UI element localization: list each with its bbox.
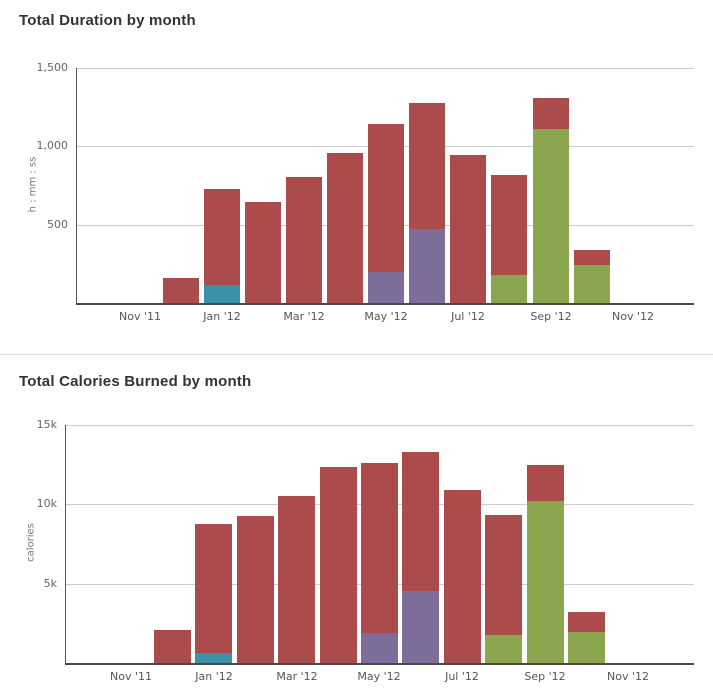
bar-segment-red-feb-12[interactable] <box>237 516 274 663</box>
gridline-15k <box>65 425 694 426</box>
y-axis-tick-label: 1,000 <box>36 139 69 152</box>
bar-segment-red-jan-12[interactable] <box>195 524 232 653</box>
x-axis-tick-label: Nov '11 <box>119 310 161 323</box>
bar-segment-purple-jun-12[interactable] <box>409 229 445 303</box>
bar-segment-red-oct-12[interactable] <box>568 612 605 632</box>
bar-segment-red-dec-11[interactable] <box>154 630 191 663</box>
y-axis-tick-label: 15k <box>36 418 57 431</box>
x-axis-line <box>65 663 694 665</box>
bar-segment-red-feb-12[interactable] <box>245 202 281 303</box>
y-axis-tick-label: 10k <box>36 497 57 510</box>
bar-segment-green-sep-12[interactable] <box>533 129 569 303</box>
bar-segment-red-jul-12[interactable] <box>450 155 486 303</box>
x-axis-tick-label: Jul '12 <box>451 310 485 323</box>
bar-segment-red-aug-12[interactable] <box>485 515 522 635</box>
bar-segment-red-sep-12[interactable] <box>533 98 569 129</box>
bar-segment-red-may-12[interactable] <box>361 463 398 633</box>
bar-segment-purple-jun-12[interactable] <box>402 591 439 663</box>
bar-segment-red-may-12[interactable] <box>368 124 404 272</box>
bar-segment-red-aug-12[interactable] <box>491 175 527 275</box>
x-axis-tick-label: Sep '12 <box>524 670 566 683</box>
x-axis-line <box>76 303 694 305</box>
gridline-1500 <box>76 68 694 69</box>
duration-chart-title: Total Duration by month <box>19 12 196 29</box>
bar-segment-red-apr-12[interactable] <box>320 467 357 663</box>
bar-segment-teal-jan-12[interactable] <box>204 285 240 303</box>
x-axis-tick-label: Sep '12 <box>530 310 572 323</box>
x-axis-tick-label: May '12 <box>364 310 408 323</box>
bar-segment-red-dec-11[interactable] <box>163 278 199 303</box>
bar-segment-green-oct-12[interactable] <box>574 265 610 303</box>
y-axis-line <box>76 68 77 303</box>
bar-segment-red-mar-12[interactable] <box>278 496 315 663</box>
calories-chart-title: Total Calories Burned by month <box>19 373 252 390</box>
bar-segment-green-oct-12[interactable] <box>568 632 605 663</box>
y-axis-tick-label: 500 <box>47 218 68 231</box>
x-axis-tick-label: May '12 <box>357 670 401 683</box>
bar-segment-green-aug-12[interactable] <box>485 635 522 663</box>
bar-segment-red-oct-12[interactable] <box>574 250 610 265</box>
bar-segment-teal-jan-12[interactable] <box>195 653 232 663</box>
bar-segment-red-jun-12[interactable] <box>402 452 439 591</box>
bar-segment-red-apr-12[interactable] <box>327 153 363 303</box>
x-axis-tick-label: Jul '12 <box>445 670 479 683</box>
bar-segment-red-jan-12[interactable] <box>204 189 240 285</box>
bar-segment-purple-may-12[interactable] <box>368 272 404 303</box>
y-axis-line <box>65 425 66 663</box>
section-divider <box>0 354 713 355</box>
x-axis-tick-label: Mar '12 <box>283 310 325 323</box>
bar-segment-purple-may-12[interactable] <box>361 633 398 663</box>
x-axis-tick-label: Jan '12 <box>203 310 241 323</box>
bar-segment-red-jun-12[interactable] <box>409 103 445 229</box>
x-axis-tick-label: Jan '12 <box>195 670 233 683</box>
x-axis-tick-label: Mar '12 <box>276 670 318 683</box>
x-axis-tick-label: Nov '12 <box>607 670 649 683</box>
y-axis-tick-label: 1,500 <box>36 61 69 74</box>
x-axis-tick-label: Nov '12 <box>612 310 654 323</box>
bar-segment-green-aug-12[interactable] <box>491 275 527 303</box>
bar-segment-green-sep-12[interactable] <box>527 501 564 663</box>
y-axis-tick-label: 5k <box>43 577 57 590</box>
bar-segment-red-mar-12[interactable] <box>286 177 322 303</box>
x-axis-tick-label: Nov '11 <box>110 670 152 683</box>
bar-segment-red-jul-12[interactable] <box>444 490 481 663</box>
calories-y-axis-title: calories <box>25 523 37 562</box>
bar-segment-red-sep-12[interactable] <box>527 465 564 501</box>
